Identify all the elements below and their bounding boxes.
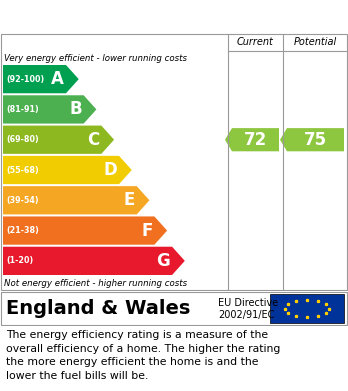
Text: (92-100): (92-100) bbox=[6, 75, 44, 84]
Text: England & Wales: England & Wales bbox=[6, 299, 190, 318]
Text: Energy Efficiency Rating: Energy Efficiency Rating bbox=[7, 9, 217, 24]
Polygon shape bbox=[3, 186, 149, 214]
Text: EU Directive: EU Directive bbox=[218, 298, 278, 308]
Polygon shape bbox=[3, 126, 114, 154]
Text: (55-68): (55-68) bbox=[6, 165, 39, 174]
Polygon shape bbox=[3, 95, 96, 124]
Text: (1-20): (1-20) bbox=[6, 256, 33, 265]
Text: Very energy efficient - lower running costs: Very energy efficient - lower running co… bbox=[4, 54, 187, 63]
Text: B: B bbox=[69, 100, 82, 118]
Text: E: E bbox=[123, 191, 135, 209]
Text: Potential: Potential bbox=[294, 37, 337, 47]
Text: D: D bbox=[103, 161, 117, 179]
Text: F: F bbox=[141, 222, 152, 240]
Polygon shape bbox=[3, 65, 79, 93]
Text: (69-80): (69-80) bbox=[6, 135, 39, 144]
Text: The energy efficiency rating is a measure of the
overall efficiency of a home. T: The energy efficiency rating is a measur… bbox=[6, 330, 280, 381]
Text: (39-54): (39-54) bbox=[6, 196, 39, 205]
Polygon shape bbox=[3, 217, 167, 245]
Text: Current: Current bbox=[237, 37, 274, 47]
Polygon shape bbox=[280, 128, 344, 151]
Text: Not energy efficient - higher running costs: Not energy efficient - higher running co… bbox=[4, 279, 187, 288]
Text: G: G bbox=[156, 252, 170, 270]
Text: (21-38): (21-38) bbox=[6, 226, 39, 235]
Text: 2002/91/EC: 2002/91/EC bbox=[218, 310, 274, 320]
Text: (81-91): (81-91) bbox=[6, 105, 39, 114]
Polygon shape bbox=[225, 128, 279, 151]
Text: C: C bbox=[87, 131, 99, 149]
Polygon shape bbox=[3, 156, 132, 184]
Text: 75: 75 bbox=[304, 131, 327, 149]
Polygon shape bbox=[3, 247, 185, 275]
Text: 72: 72 bbox=[244, 131, 267, 149]
Bar bbox=[270, 294, 344, 323]
Text: A: A bbox=[51, 70, 64, 88]
